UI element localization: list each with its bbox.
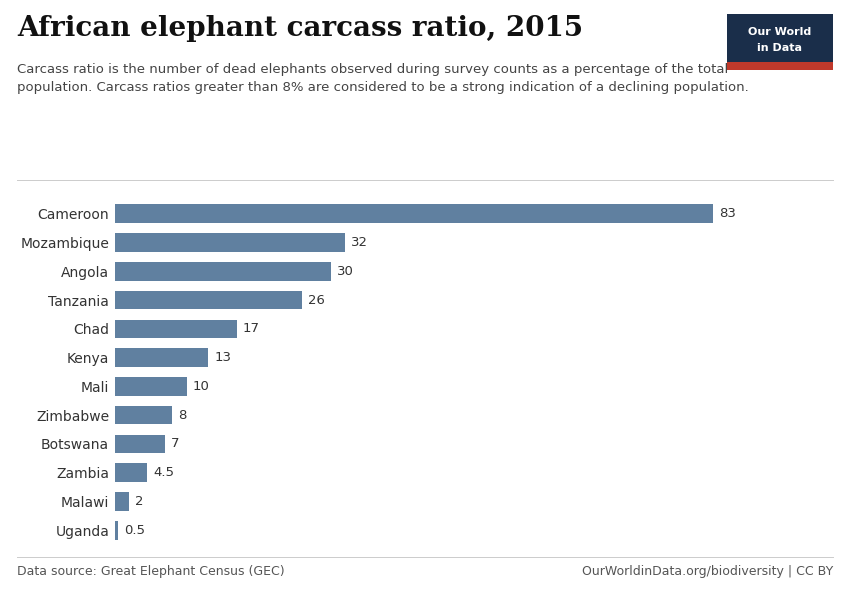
Bar bbox=[115, 291, 302, 310]
Bar bbox=[115, 434, 165, 453]
Bar bbox=[115, 377, 187, 396]
Text: Data source: Great Elephant Census (GEC): Data source: Great Elephant Census (GEC) bbox=[17, 565, 285, 578]
Text: 10: 10 bbox=[193, 380, 209, 393]
Bar bbox=[115, 348, 208, 367]
Bar bbox=[115, 205, 713, 223]
Bar bbox=[115, 262, 331, 281]
Bar bbox=[115, 320, 237, 338]
Text: 7: 7 bbox=[171, 437, 179, 451]
Text: 0.5: 0.5 bbox=[124, 524, 145, 536]
Bar bbox=[115, 492, 129, 511]
Text: 2: 2 bbox=[135, 495, 144, 508]
Text: Carcass ratio is the number of dead elephants observed during survey counts as a: Carcass ratio is the number of dead elep… bbox=[17, 63, 749, 94]
Text: 17: 17 bbox=[243, 322, 260, 335]
Text: African elephant carcass ratio, 2015: African elephant carcass ratio, 2015 bbox=[17, 15, 583, 42]
Text: 8: 8 bbox=[178, 409, 186, 422]
Text: 4.5: 4.5 bbox=[153, 466, 174, 479]
Text: OurWorldinData.org/biodiversity | CC BY: OurWorldinData.org/biodiversity | CC BY bbox=[581, 565, 833, 578]
Text: 30: 30 bbox=[337, 265, 354, 278]
Text: Our World: Our World bbox=[748, 27, 812, 37]
Text: 32: 32 bbox=[351, 236, 368, 249]
Text: in Data: in Data bbox=[757, 43, 802, 53]
Bar bbox=[115, 233, 345, 252]
Bar bbox=[115, 463, 147, 482]
Bar bbox=[115, 406, 173, 424]
Text: 26: 26 bbox=[308, 293, 325, 307]
Text: 83: 83 bbox=[718, 208, 735, 220]
Text: 13: 13 bbox=[214, 351, 231, 364]
Bar bbox=[115, 521, 118, 539]
